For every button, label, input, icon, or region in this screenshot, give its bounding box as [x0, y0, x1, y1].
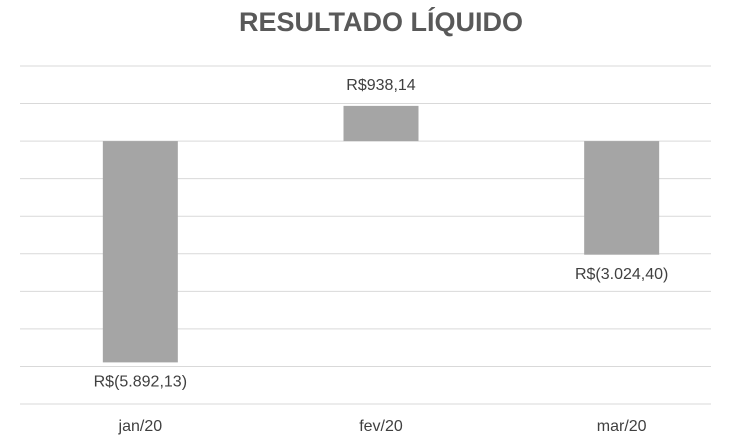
bar [343, 105, 419, 142]
data-label: R$(5.892,13) [94, 374, 187, 391]
data-label: R$938,14 [346, 77, 415, 94]
data-label: R$(3.024,40) [575, 266, 668, 283]
x-tick-label: fev/20 [359, 418, 403, 435]
chart-title: RESULTADO LÍQUIDO [239, 6, 523, 37]
x-tick-label: mar/20 [597, 418, 647, 435]
bar [102, 141, 178, 363]
x-tick-label: jan/20 [118, 418, 163, 435]
bar [584, 141, 660, 255]
